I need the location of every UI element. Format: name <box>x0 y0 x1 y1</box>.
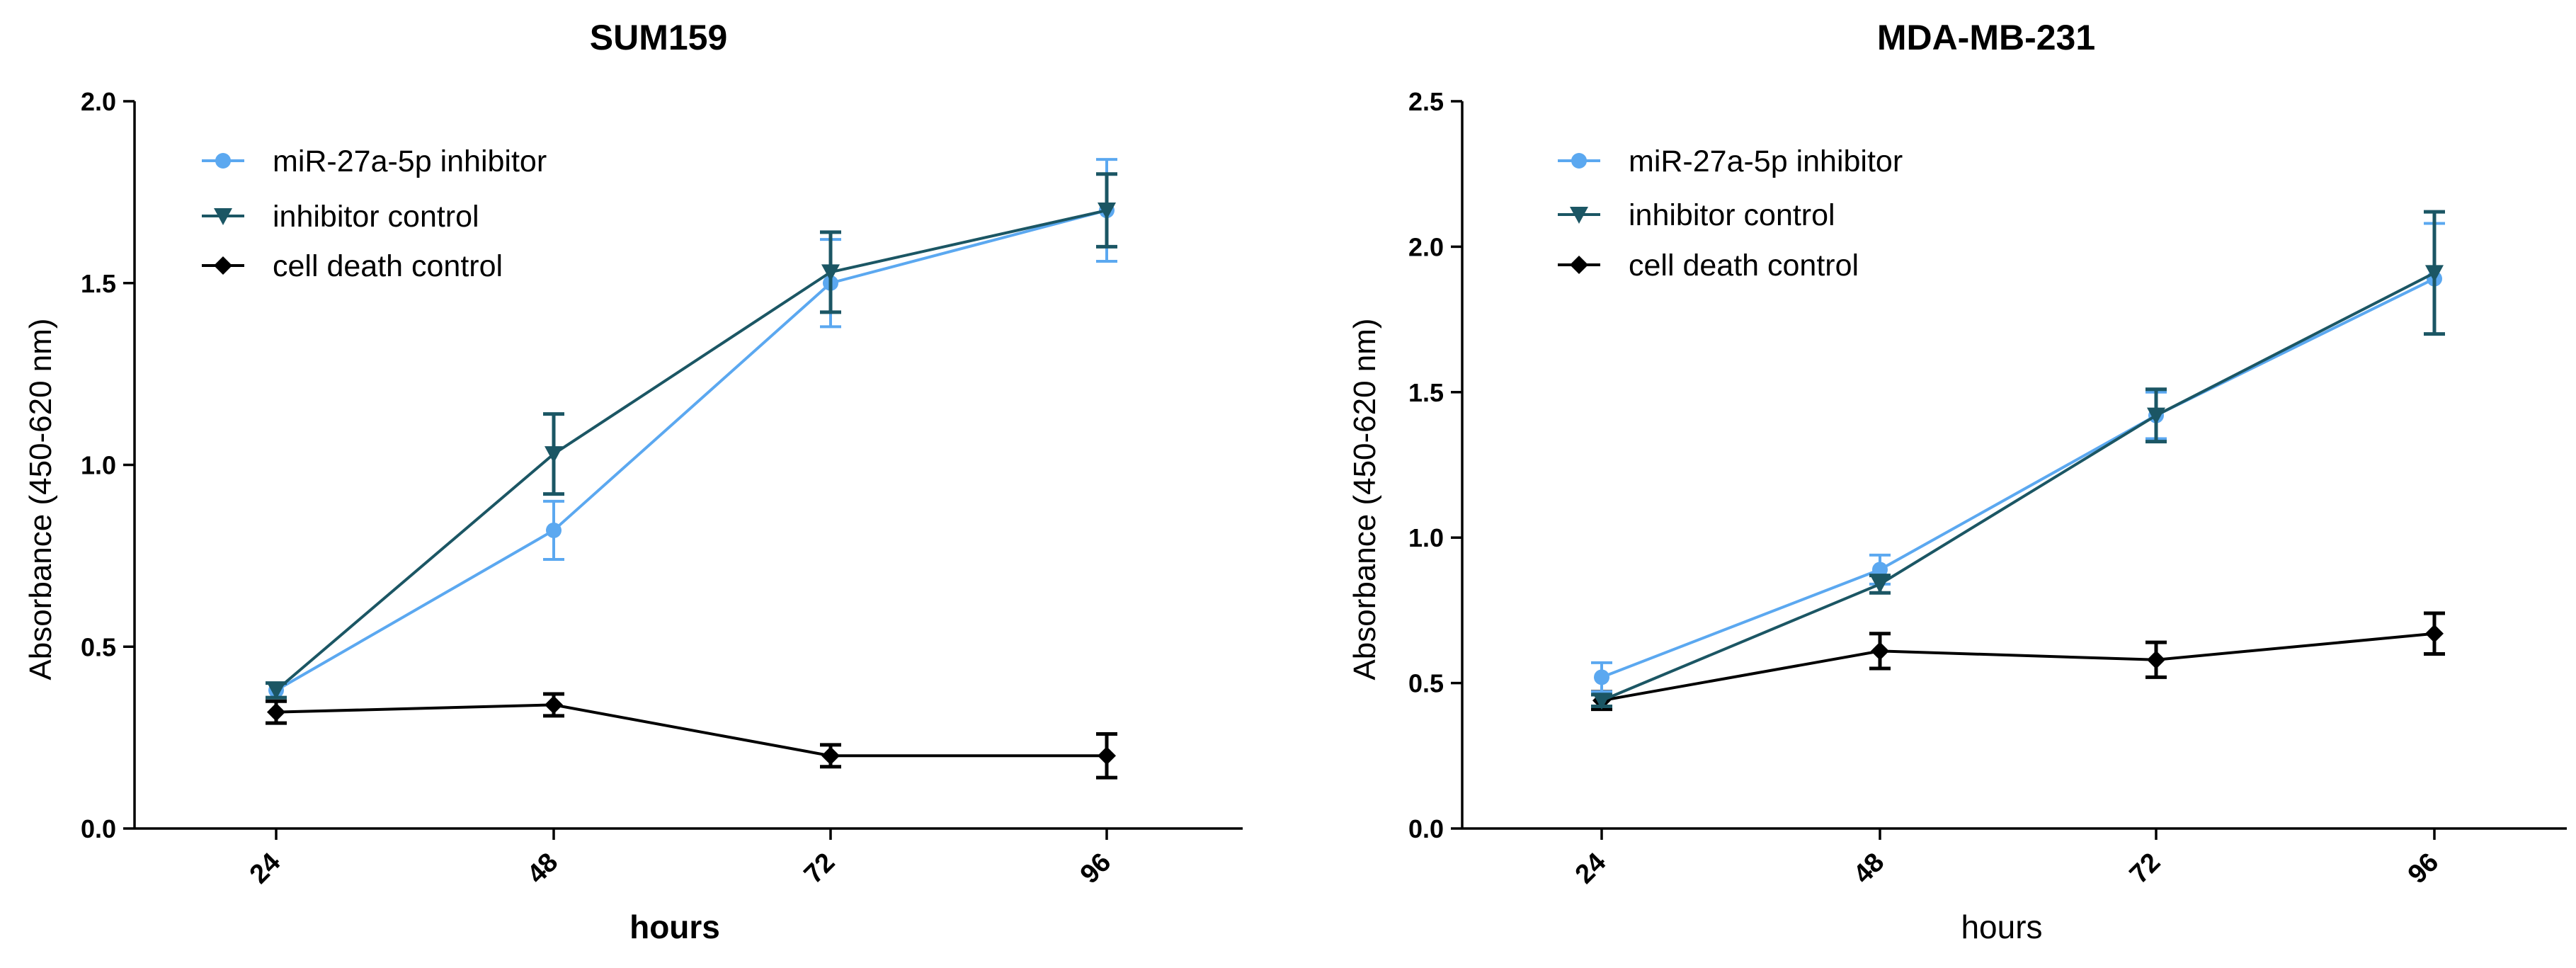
y-tick-label: 0.5 <box>81 632 116 661</box>
triangle-marker-icon <box>1570 207 1588 224</box>
series-line <box>275 209 1107 692</box>
x-axis-label: hours <box>1961 909 2042 945</box>
legend-label: inhibitor control <box>273 200 479 234</box>
data-point <box>2147 407 2165 425</box>
series-inhibitor <box>1591 222 2445 693</box>
y-tick-label: 1.0 <box>81 451 116 480</box>
legend-entry-inhibitor: miR-27a-5p inhibitor <box>202 144 547 178</box>
y-tick-label: 1.0 <box>1408 523 1444 552</box>
axes <box>1461 101 2567 830</box>
y-tick-label: 2.5 <box>1408 87 1444 116</box>
legend: miR-27a-5p inhibitor inhibitor control c… <box>1558 144 1903 283</box>
x-tick-label: 96 <box>1075 848 1117 890</box>
legend-entry-death: cell death control <box>202 249 503 283</box>
y-tick-label: 2.0 <box>81 87 116 116</box>
chart-title: MDA-MB-231 <box>1877 18 2095 57</box>
x-tick-label: 48 <box>522 848 564 890</box>
legend-label: miR-27a-5p inhibitor <box>1629 144 1903 178</box>
x-tick-label: 24 <box>1570 848 1612 890</box>
series-line <box>275 703 1107 758</box>
data-point <box>1871 576 1889 593</box>
triangle-marker-icon <box>214 208 232 225</box>
series-line <box>1601 277 2435 679</box>
data-point <box>545 695 563 714</box>
circle-marker-icon <box>1571 153 1587 169</box>
x-tick-label: 24 <box>244 848 287 890</box>
legend-entry-death: cell death control <box>1558 249 1859 283</box>
x-axis-label: hours <box>629 909 720 945</box>
data-point <box>546 522 562 538</box>
chart-sum159: SUM159 Absorbance (450-620 nm) hours 0.0… <box>23 18 1243 945</box>
plot-marks <box>1591 210 2445 712</box>
data-point <box>1871 642 1889 661</box>
legend-entry-control: inhibitor control <box>202 200 479 234</box>
data-point <box>821 264 840 282</box>
diamond-marker-icon <box>1570 256 1588 274</box>
plot-marks <box>266 158 1117 780</box>
legend-entry-inhibitor: miR-27a-5p inhibitor <box>1558 144 1903 178</box>
y-axis-label: Absorbance (450-620 nm) <box>1347 318 1382 680</box>
ticks: 0.0 0.5 1.0 1.5 2.0 2.5 24 48 72 96 <box>1408 87 2444 889</box>
legend: miR-27a-5p inhibitor inhibitor control c… <box>202 144 547 283</box>
series-control <box>1591 210 2445 710</box>
series-death <box>266 692 1117 780</box>
series-inhibitor <box>266 158 1117 700</box>
y-tick-label: 1.5 <box>1408 378 1444 407</box>
legend-label: cell death control <box>273 249 503 283</box>
x-tick-label: 96 <box>2403 848 2445 890</box>
data-point <box>821 746 840 765</box>
series-line <box>275 209 1107 692</box>
x-tick-label: 72 <box>2124 848 2167 890</box>
axes <box>133 101 1243 830</box>
legend-label: cell death control <box>1629 249 1859 283</box>
series-control <box>266 172 1117 700</box>
y-tick-label: 2.0 <box>1408 232 1444 261</box>
circle-marker-icon <box>215 153 231 169</box>
data-point <box>1098 746 1116 765</box>
x-tick-label: 48 <box>1848 848 1891 890</box>
y-tick-label: 0.0 <box>81 814 116 843</box>
data-point <box>1592 693 1611 710</box>
diamond-marker-icon <box>214 256 232 275</box>
x-tick-label: 72 <box>799 848 841 890</box>
data-point <box>1872 562 1888 578</box>
y-axis-label: Absorbance (450-620 nm) <box>23 318 58 680</box>
data-point <box>2147 650 2165 669</box>
legend-label: miR-27a-5p inhibitor <box>273 144 547 178</box>
series-line <box>1601 271 2435 702</box>
legend-label: inhibitor control <box>1629 198 1835 232</box>
legend-entry-control: inhibitor control <box>1558 198 1835 232</box>
y-tick-label: 1.5 <box>81 269 116 298</box>
chart-title: SUM159 <box>590 18 728 57</box>
data-point <box>2425 265 2444 283</box>
data-point <box>2425 624 2444 643</box>
y-tick-label: 0.0 <box>1408 814 1444 843</box>
data-point <box>267 702 285 722</box>
data-point <box>1098 203 1116 220</box>
chart-mda-mb-231: MDA-MB-231 Absorbance (450-620 nm) hours… <box>1347 18 2567 945</box>
series-line <box>1601 632 2435 702</box>
y-tick-label: 0.5 <box>1408 669 1444 698</box>
data-point <box>545 446 563 464</box>
series-death <box>1591 611 2445 712</box>
data-point <box>267 682 285 700</box>
data-point <box>1594 669 1609 685</box>
